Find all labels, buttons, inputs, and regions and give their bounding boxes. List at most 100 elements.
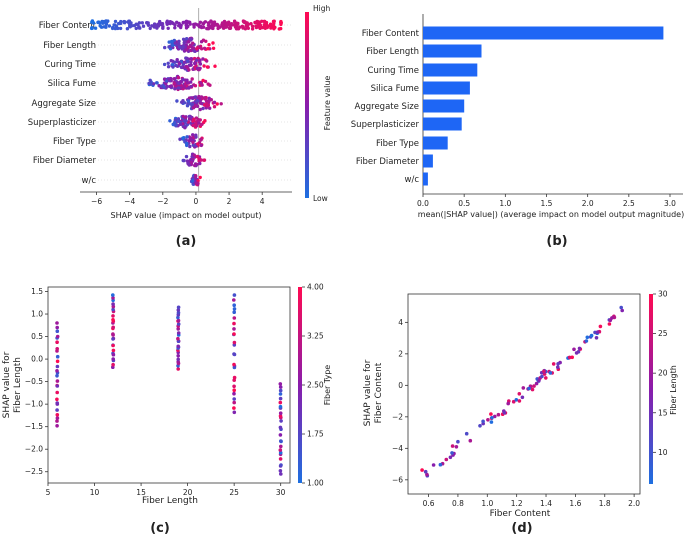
- panel-c-dot: [111, 352, 116, 357]
- panel-a-dot: [177, 81, 181, 86]
- panel-a-feature-label: Silica Fume: [48, 79, 96, 89]
- panel-c-dot: [278, 414, 283, 418]
- panel-a-dot: [196, 142, 200, 146]
- panel-a-dot: [272, 21, 276, 25]
- panel-a-dot: [228, 26, 232, 30]
- panel-a-dot: [228, 23, 232, 27]
- panel-a-dot: [185, 104, 190, 108]
- panel-c-dot: [55, 413, 60, 417]
- panel-c-colorbar-tick-label: 2.50: [307, 381, 324, 390]
- panel-a-dot: [90, 20, 94, 24]
- panel-c-colorbar-tick-label: 1.75: [307, 430, 324, 439]
- panel-a-dot: [188, 144, 192, 149]
- panel-a-dot: [192, 153, 196, 157]
- panel-a-dot: [198, 58, 202, 63]
- panel-a-dot: [166, 26, 170, 30]
- panel-a-dot: [148, 78, 152, 83]
- panel-a-dot: [199, 138, 203, 142]
- panel-a-dot: [178, 122, 183, 127]
- panel-a-dot: [199, 143, 203, 148]
- panel-c-dot: [111, 325, 115, 330]
- panel-a-feature-label: Superplasticizer: [28, 118, 97, 128]
- panel-a-dot: [177, 22, 181, 26]
- panel-c-y-tick-label: −2.5: [25, 467, 43, 476]
- panel-d-dot: [464, 431, 469, 436]
- panel-c-dot: [278, 404, 283, 409]
- panel-a-dot: [174, 63, 178, 68]
- panel-d-colorbar-label: Fiber Length: [669, 365, 678, 415]
- panel-a-dot: [184, 154, 189, 159]
- panel-a-dot: [90, 26, 94, 30]
- panel-a-colorbar-low: Low: [313, 194, 328, 203]
- panel-c-dot: [278, 411, 283, 416]
- panel-a-dot: [187, 139, 191, 143]
- panel-a-dot: [93, 26, 98, 30]
- panel-c-dot: [176, 336, 180, 341]
- panel-a-dot: [168, 119, 172, 123]
- panel-a-dot: [107, 24, 112, 28]
- panel-a-dot: [160, 84, 164, 88]
- panel-a-dot: [125, 27, 130, 31]
- panel-c-colorbar-tick-label: 1.00: [307, 479, 324, 488]
- panel-a-dot: [183, 116, 187, 120]
- panel-c-colorbar-tick-label: 3.25: [307, 332, 324, 341]
- panel-d-xlabel: Fiber Content: [490, 509, 551, 519]
- panel-a-dot: [173, 120, 177, 125]
- panel-c-dot: [279, 444, 283, 449]
- panel-a-dot: [198, 161, 202, 166]
- panel-c-dot: [278, 469, 283, 473]
- panel-b-bar: [423, 154, 433, 168]
- panel-c-dot: [232, 327, 236, 331]
- panel-a-dot: [215, 102, 219, 106]
- panel-a-dot: [201, 38, 206, 42]
- panel-d-dot: [594, 336, 599, 340]
- panel-c-dot: [176, 308, 181, 312]
- panel-a-dot: [177, 62, 182, 66]
- panel-a-dot: [194, 135, 198, 139]
- panel-a-dot: [205, 59, 209, 63]
- panel-a-dot: [166, 61, 170, 65]
- panel-a-dot: [162, 62, 167, 67]
- panel-a-dot: [186, 81, 190, 85]
- panel-a-dot: [185, 21, 189, 25]
- panel-d-dot: [556, 365, 560, 370]
- panel-c-dot: [232, 406, 236, 410]
- panel-c-x-tick-label: 15: [136, 488, 146, 497]
- panel-c-dot: [176, 305, 181, 310]
- panel-a-dot: [148, 26, 152, 31]
- panel-a-dot: [277, 27, 281, 31]
- panel-a-dot: [212, 100, 217, 105]
- panel-c-dot: [279, 419, 283, 423]
- panel-b-category-label: Fiber Length: [366, 47, 419, 57]
- panel-d-frame: [407, 293, 641, 495]
- panel-c-dot: [55, 369, 59, 373]
- panel-b-category-label: Superplasticizer: [351, 120, 420, 130]
- panel-a-dot: [193, 95, 198, 99]
- panel-d-dot: [468, 438, 473, 443]
- panel-c-dot: [111, 293, 115, 297]
- panel-c-dot: [232, 307, 237, 311]
- panel-c-dot: [176, 367, 180, 371]
- panel-d-dot: [595, 330, 600, 334]
- panel-b-x-tick-label: 1.5: [541, 199, 553, 208]
- panel-a-dot: [181, 136, 185, 140]
- panel-a-dot: [249, 22, 253, 26]
- panel-d-dot: [572, 347, 576, 352]
- panel-d-dot: [544, 376, 548, 380]
- panel-d-dot: [574, 351, 579, 355]
- panel-a-dot: [206, 27, 211, 31]
- panel-d-y-tick-label: −6: [392, 475, 403, 484]
- panel-a-dot: [200, 47, 204, 51]
- panel-a-dot: [161, 26, 165, 30]
- panel-c-dot: [278, 448, 283, 452]
- panel-a-dot: [185, 37, 189, 41]
- panel-b-category-label: Silica Fume: [371, 84, 419, 94]
- panel-a-dot: [260, 19, 264, 23]
- panel-a-dot: [168, 44, 172, 49]
- panel-d-y-tick-label: −2: [392, 412, 403, 421]
- panel-a-dot: [173, 87, 177, 91]
- panel-d-dot: [598, 324, 603, 329]
- panel-a-dot: [188, 22, 192, 26]
- panel-d-dot: [608, 318, 613, 323]
- panel-a-dot: [102, 25, 106, 29]
